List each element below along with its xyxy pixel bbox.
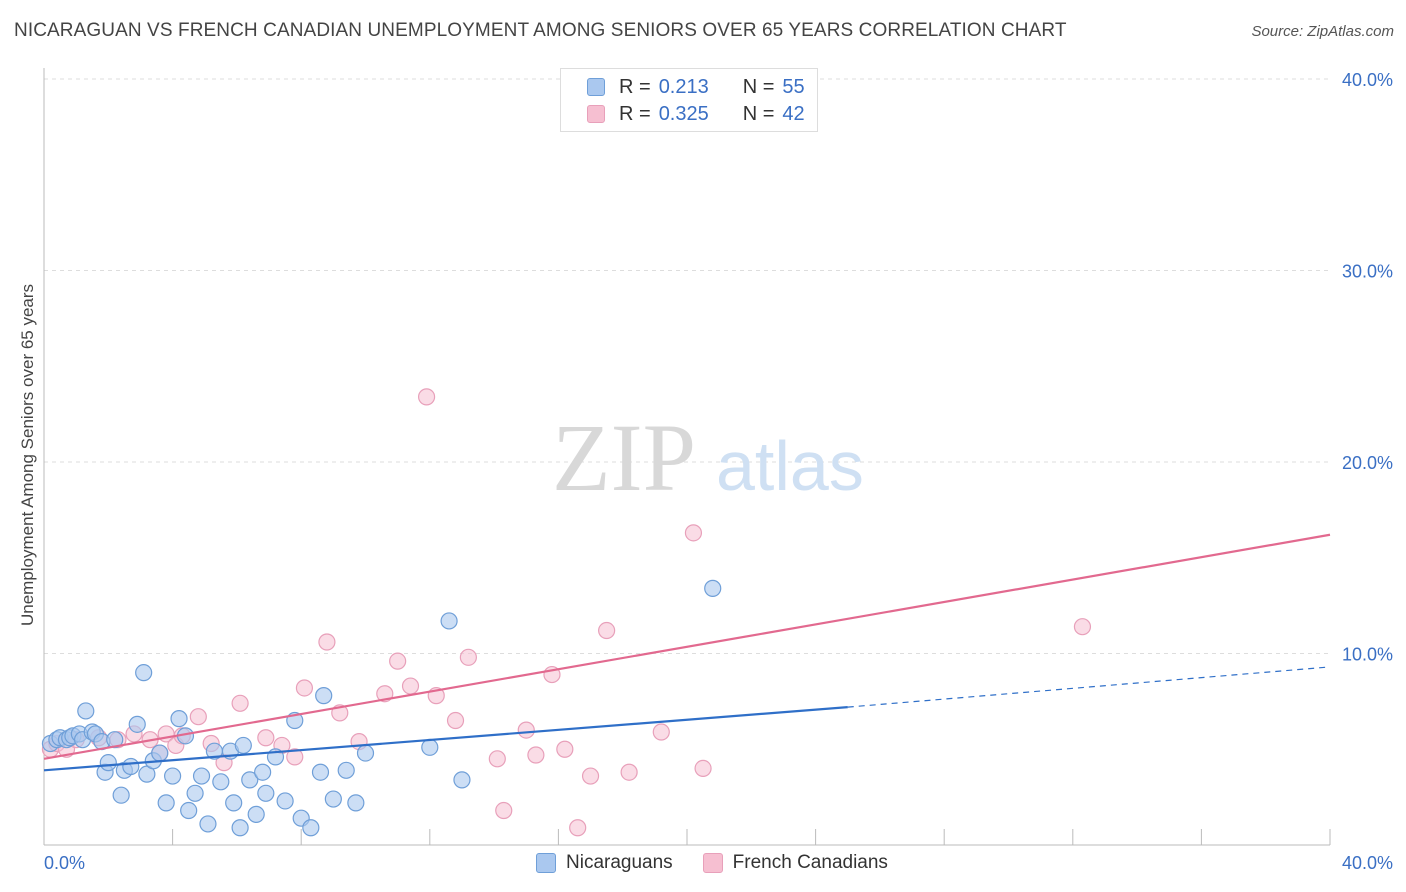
blue-swatch: [536, 853, 556, 873]
french-canadians-trend-line: [43, 533, 1331, 760]
french-canadian-point: [401, 677, 420, 695]
nicaraguan-point: [324, 790, 342, 808]
nicaraguan-point: [192, 767, 211, 785]
nicaraguan-point: [231, 819, 249, 837]
nicaraguan-point: [157, 794, 175, 812]
french-canadian-point: [189, 708, 207, 726]
french-canadian-point: [286, 748, 304, 766]
nicaraguan-point: [170, 710, 188, 728]
n-value: 55: [782, 75, 805, 98]
french-canadian-point: [257, 729, 275, 747]
source-label: Source: ZipAtlas.com: [1251, 23, 1394, 40]
nicaraguan-point: [164, 767, 182, 785]
nicaraguan-point: [440, 612, 458, 630]
y-tick-label: 20.0%: [1342, 453, 1393, 473]
french-canadian-point: [417, 388, 436, 406]
nicaraguan-point: [112, 786, 130, 804]
legend-item-french-canadians[interactable]: French Canadians: [702, 852, 888, 874]
nicaraguan-point: [128, 715, 146, 733]
nicaraguan-point: [234, 736, 252, 755]
nicaraguan-point: [122, 757, 140, 776]
n-label: N =: [742, 102, 775, 125]
nicaraguan-point: [254, 763, 272, 781]
french-canadian-point: [569, 819, 587, 837]
french-canadian-point: [581, 767, 600, 785]
blue-swatch: [587, 78, 605, 96]
nicaraguans-points: [41, 579, 722, 837]
nicaraguan-point: [453, 771, 471, 789]
legend-label-nicaraguans: Nicaraguans: [566, 852, 673, 873]
nicaraguan-point: [257, 784, 275, 802]
french-canadian-point: [495, 801, 513, 820]
y-tick-label: 40.0%: [1342, 70, 1393, 90]
nicaraguan-point: [186, 784, 204, 802]
french-canadian-point: [620, 763, 638, 781]
french-canadian-point: [517, 721, 535, 739]
french-canadian-point: [318, 633, 336, 651]
legend-label-french-canadians: French Canadians: [732, 852, 888, 873]
french-canadian-point: [488, 750, 506, 768]
legend-row-french-canadians: R = 0.325 N = 42: [587, 102, 805, 126]
axes: [43, 68, 1331, 846]
trend-lines: [43, 533, 1331, 772]
nicaraguan-point: [241, 771, 259, 789]
pink-swatch: [702, 853, 723, 873]
x-tick-label: 40.0%: [1342, 853, 1393, 873]
nicaraguan-point: [302, 819, 320, 837]
r-label: R =: [619, 102, 651, 125]
nicaraguan-point: [99, 754, 117, 772]
nicaraguan-point: [347, 794, 365, 812]
chart-title: NICARAGUAN VS FRENCH CANADIAN UNEMPLOYME…: [14, 20, 1067, 41]
r-label: R =: [619, 75, 651, 98]
french-canadian-point: [598, 621, 616, 640]
nicaraguan-point: [135, 664, 153, 682]
french-canadian-point: [556, 740, 574, 758]
n-value: 42: [782, 102, 805, 125]
pink-swatch: [587, 105, 605, 123]
nicaraguan-point: [225, 794, 243, 812]
nicaraguan-point: [421, 738, 439, 756]
watermark-atlas: atlas: [716, 427, 864, 505]
nicaraguan-point: [356, 744, 375, 762]
watermark: ZIP atlas: [552, 404, 864, 511]
french-canadian-point: [231, 694, 249, 712]
watermark-zip: ZIP: [552, 404, 696, 511]
series-legend: Nicaraguans French Canadians: [536, 852, 918, 874]
french-canadian-point: [295, 679, 314, 697]
french-canadian-point: [684, 524, 703, 542]
nicaraguan-point: [212, 773, 230, 791]
y-tick-label: 30.0%: [1342, 262, 1393, 282]
nicaraguan-point: [247, 805, 265, 823]
nicaraguan-point: [704, 579, 722, 597]
x-tick-label: 0.0%: [44, 853, 85, 873]
n-label: N =: [742, 75, 775, 98]
nicaraguans-trend-extension: [847, 666, 1331, 708]
nicaraguan-point: [311, 763, 330, 781]
y-tick-label: 10.0%: [1342, 645, 1393, 665]
nicaraguan-point: [180, 801, 198, 820]
french-canadian-point: [389, 652, 407, 670]
nicaraguan-point: [337, 761, 355, 779]
french-canadian-point: [694, 759, 712, 778]
french-canadian-point: [652, 723, 670, 741]
legend-row-nicaraguans: R = 0.213 N = 55: [587, 75, 805, 99]
legend-item-nicaraguans[interactable]: Nicaraguans: [536, 852, 673, 874]
nicaraguans-trend-line: [43, 706, 848, 772]
nicaraguan-point: [276, 792, 294, 810]
tick-labels: 10.0% 20.0% 30.0% 40.0% 0.0% 40.0%: [44, 70, 1393, 873]
correlation-legend: R = 0.213 N = 55 R = 0.325 N = 42: [560, 68, 818, 132]
nicaraguan-point: [199, 815, 217, 833]
nicaraguan-point: [151, 744, 169, 762]
nicaraguan-point: [315, 687, 333, 705]
french-canadian-point: [446, 711, 465, 730]
r-value: 0.325: [658, 102, 709, 125]
nicaraguan-point: [106, 731, 124, 749]
r-value: 0.213: [658, 75, 709, 98]
nicaraguan-point: [77, 702, 95, 720]
french-canadian-point: [459, 648, 477, 666]
french-canadian-point: [527, 746, 545, 764]
french-canadian-point: [1073, 618, 1092, 636]
